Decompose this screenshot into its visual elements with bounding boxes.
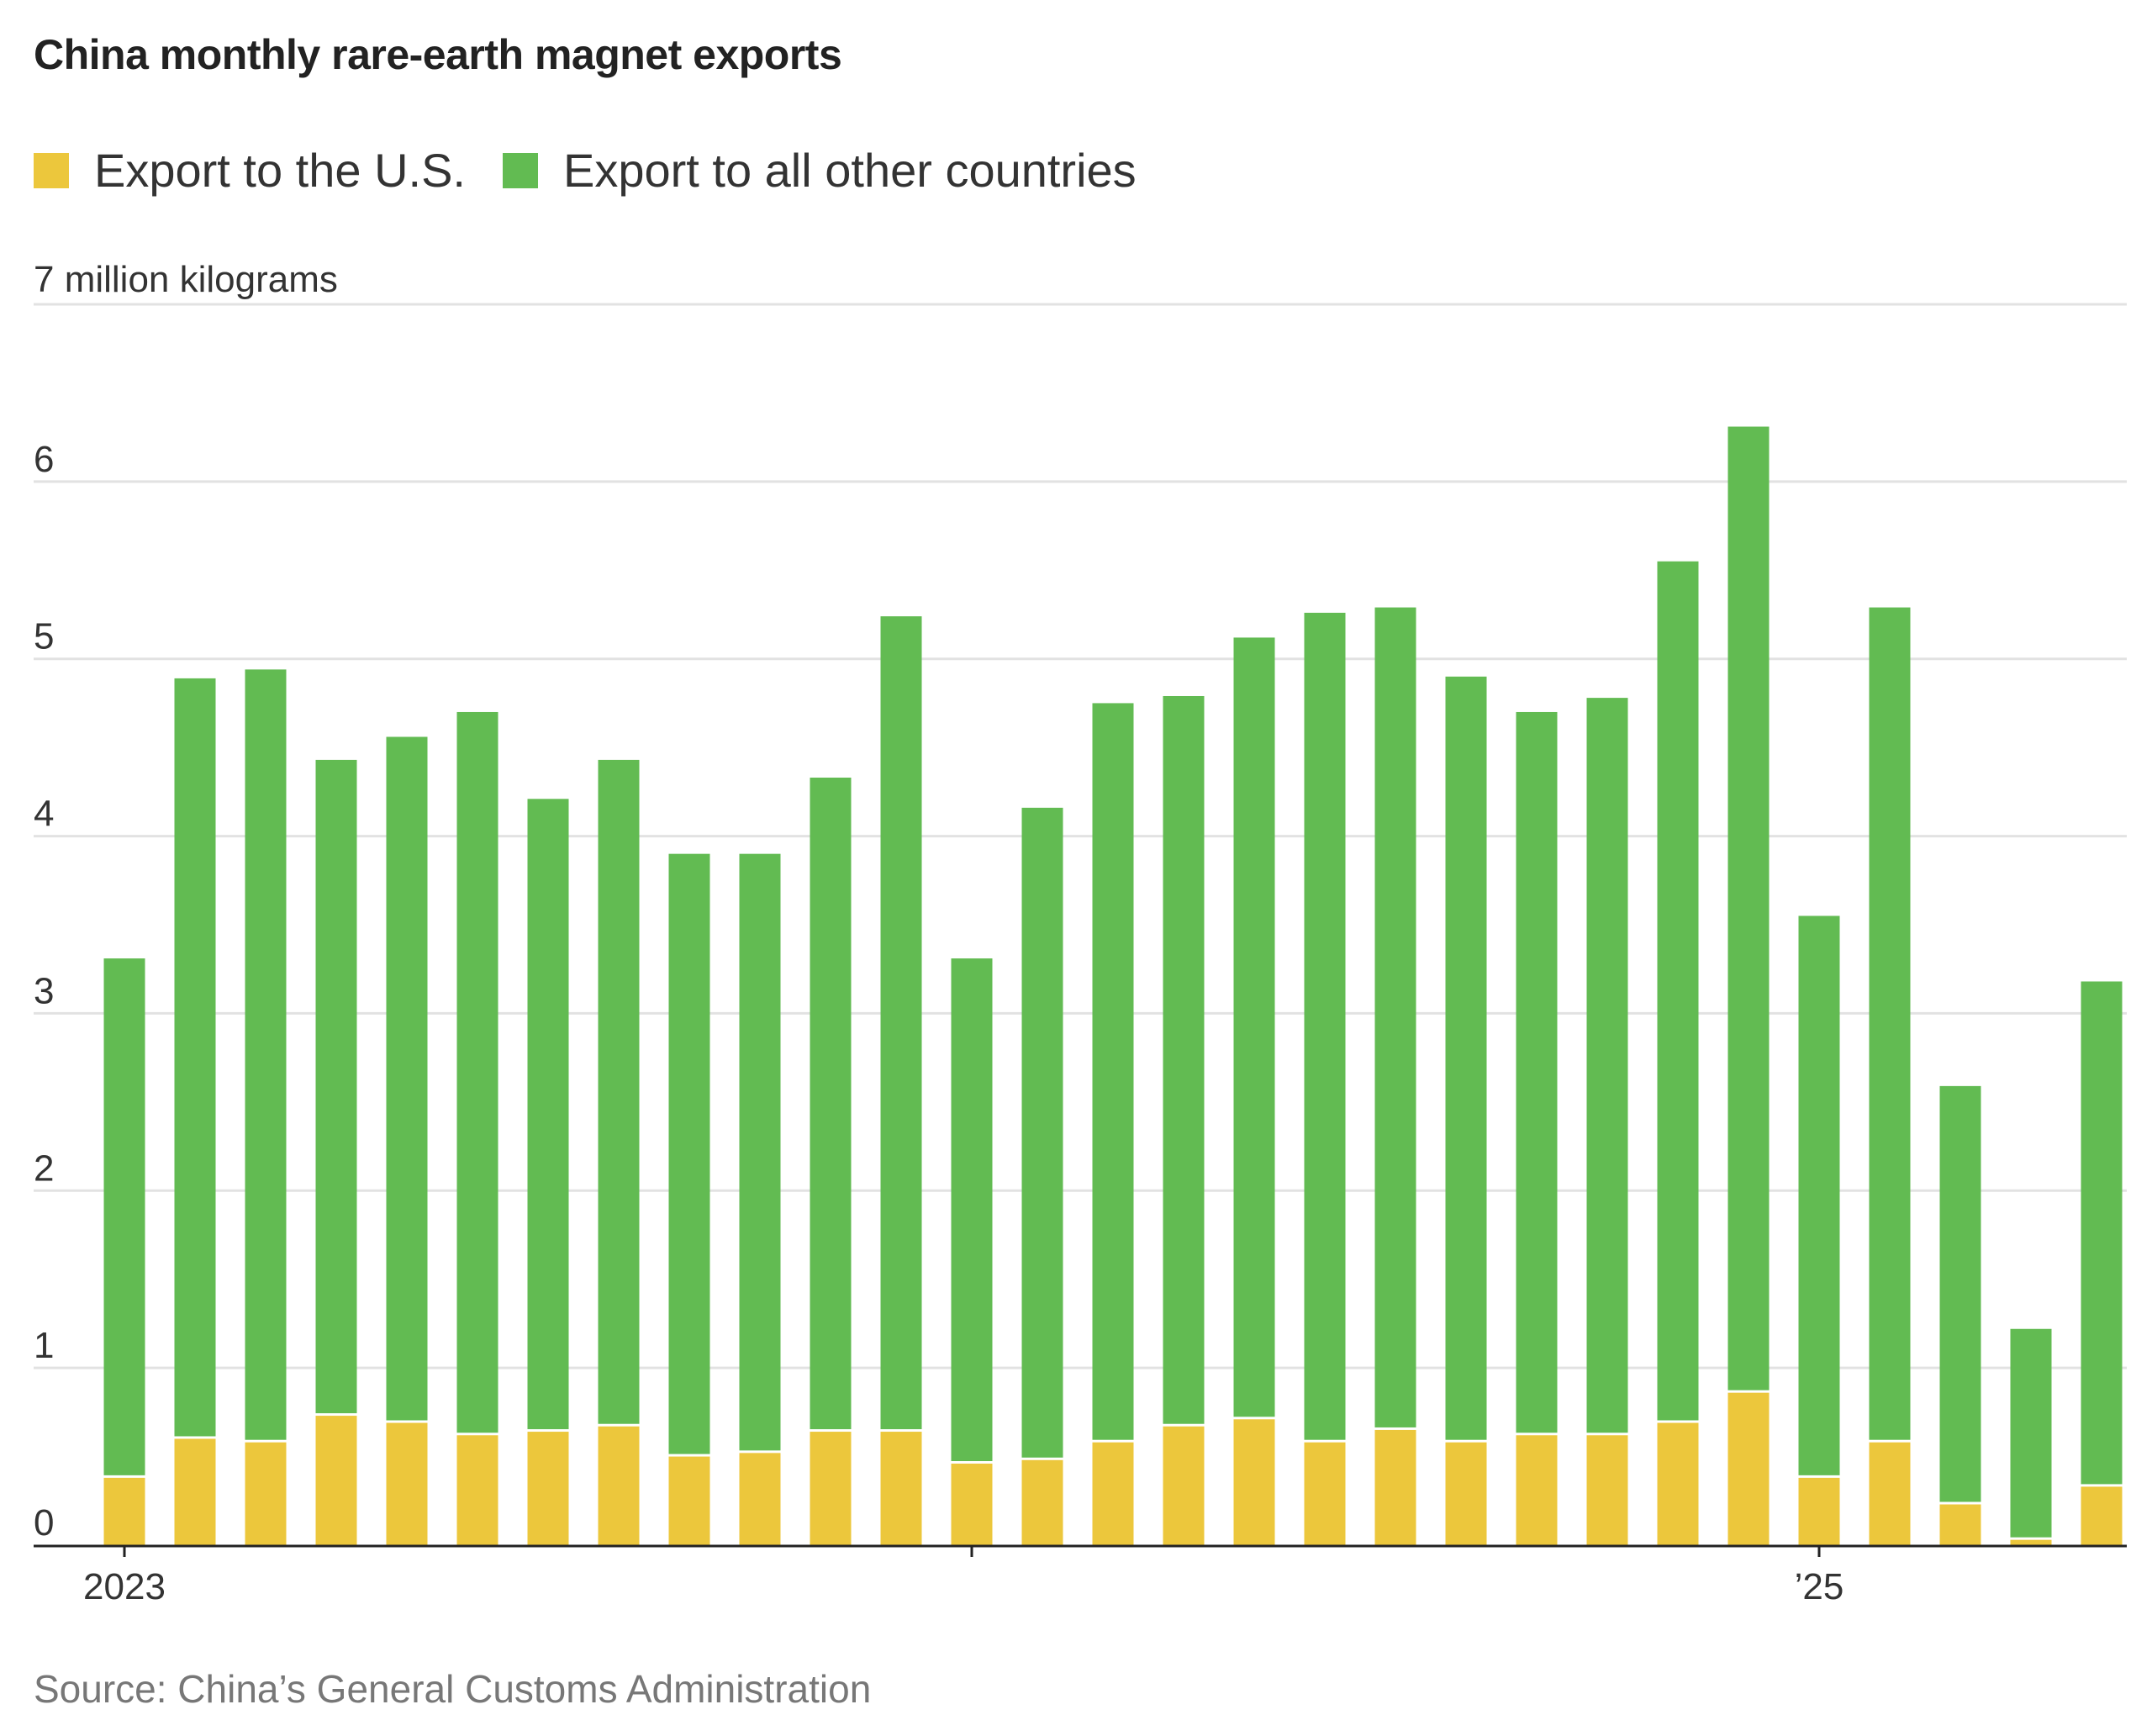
y-tick-label: 0 (34, 1502, 54, 1543)
bar-us (527, 1432, 569, 1545)
bar-us (1869, 1442, 1911, 1545)
bar-us (1092, 1442, 1134, 1545)
y-tick-label: 5 (34, 616, 54, 657)
bar-other (951, 958, 993, 1462)
bar-us (386, 1422, 428, 1545)
legend-swatch-us (34, 152, 69, 188)
legend-item-us: Export to the U.S. (34, 143, 466, 198)
bar-other (1374, 607, 1416, 1427)
bar-us (2010, 1539, 2052, 1545)
legend-label-us: Export to the U.S. (94, 144, 466, 197)
bar-other (598, 759, 640, 1424)
bar-us (456, 1435, 498, 1545)
y-tick-label: 3 (34, 970, 54, 1011)
legend-item-other: Export to all other countries (502, 143, 1137, 198)
bar-chart: 0 1 2 3 4 5 6 2023 ’25 (34, 303, 2127, 1607)
bar-other (668, 853, 710, 1454)
bar-other (739, 853, 781, 1451)
bars (103, 426, 2123, 1545)
bar-other (1445, 676, 1487, 1440)
bar-other (2081, 981, 2123, 1485)
bar-other (386, 736, 428, 1421)
bar-us (668, 1456, 710, 1545)
bar-other (1586, 698, 1628, 1433)
bar-us (1939, 1504, 1981, 1545)
bar-us (315, 1416, 357, 1545)
y-tick-label: 1 (34, 1325, 54, 1366)
chart-title: China monthly rare-earth magnet exports (34, 31, 842, 78)
y-axis-unit-label: 7 million kilograms (34, 259, 338, 300)
bar-other (174, 678, 216, 1437)
bar-us (880, 1432, 922, 1545)
legend-label-other: Export to all other countries (562, 144, 1137, 197)
bar-other (1163, 695, 1205, 1424)
bar-us (951, 1464, 993, 1545)
bar-us (810, 1432, 852, 1545)
bar-other (315, 759, 357, 1414)
bar-us (245, 1442, 287, 1545)
bar-us (1516, 1435, 1558, 1545)
bar-other (245, 669, 287, 1440)
axes: 0 1 2 3 4 5 6 2023 ’25 (34, 439, 2127, 1607)
bar-other (1939, 1085, 1981, 1502)
bar-us (1233, 1419, 1275, 1545)
bar-us (1657, 1422, 1699, 1545)
bar-other (1727, 426, 1770, 1390)
legend-swatch-other (502, 152, 538, 188)
bar-us (2081, 1486, 2123, 1545)
gridlines (34, 303, 2127, 1369)
bar-other (456, 711, 498, 1433)
y-tick-label: 6 (34, 439, 54, 480)
bar-us (1304, 1442, 1346, 1545)
bar-other (1304, 612, 1346, 1440)
bar-other (1021, 807, 1063, 1458)
bar-other (103, 958, 145, 1475)
source-note: Source: China’s General Customs Administ… (34, 1667, 872, 1711)
bar-us (739, 1453, 781, 1545)
bar-other (1657, 561, 1699, 1421)
x-tick-label: 2023 (83, 1566, 166, 1607)
bar-other (880, 616, 922, 1430)
legend: Export to the U.S. Export to all other c… (34, 143, 1174, 198)
bar-other (1092, 703, 1134, 1440)
bar-other (527, 799, 569, 1430)
bar-other (1516, 711, 1558, 1433)
bar-us (1021, 1459, 1063, 1545)
bar-us (1374, 1429, 1416, 1545)
bar-us (1727, 1392, 1770, 1545)
bar-us (1798, 1477, 1840, 1545)
y-tick-label: 4 (34, 794, 54, 835)
bar-us (1163, 1426, 1205, 1545)
bar-other (2010, 1328, 2052, 1538)
x-tick-label: ’25 (1795, 1566, 1844, 1607)
bar-other (1798, 915, 1840, 1475)
bar-us (174, 1438, 216, 1545)
bar-us (1445, 1442, 1487, 1545)
bar-other (810, 777, 852, 1430)
bar-us (1586, 1435, 1628, 1545)
bar-other (1869, 607, 1911, 1440)
bar-other (1233, 637, 1275, 1417)
bar-us (103, 1477, 145, 1545)
bar-us (598, 1426, 640, 1545)
y-tick-label: 2 (34, 1148, 54, 1189)
